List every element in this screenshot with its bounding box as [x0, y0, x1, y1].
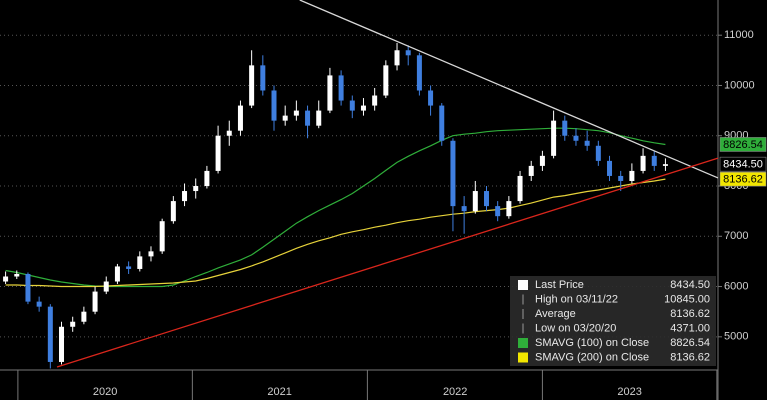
price-tag-label: 8434.50 — [723, 159, 763, 171]
candle-body — [47, 306, 53, 362]
price-tag — [719, 137, 767, 152]
legend-label: SMAVG (200) on Close — [535, 351, 649, 363]
candle-body — [36, 301, 42, 307]
x-tick-label: 2021 — [267, 386, 291, 398]
candle-body — [327, 75, 333, 111]
legend-value: 10845.00 — [664, 293, 710, 305]
candle-body — [483, 191, 489, 207]
plot-area — [0, 34, 718, 369]
candle-body — [14, 273, 20, 277]
candle-body — [461, 206, 467, 212]
candle-body — [170, 201, 176, 222]
candle-body — [584, 140, 590, 146]
candle-body — [260, 65, 266, 91]
candle-body — [618, 175, 624, 181]
candle-body — [629, 170, 635, 181]
legend-label: High on 03/11/22 — [535, 293, 618, 305]
candle-body — [495, 206, 501, 217]
legend-value: 8434.50 — [670, 279, 710, 291]
candle-body — [416, 55, 422, 91]
candle-body — [193, 186, 199, 192]
legend-swatch — [518, 280, 528, 290]
candle-body — [316, 110, 322, 126]
legend-value: 8136.62 — [670, 308, 710, 320]
candle-body — [405, 50, 411, 56]
candle-body — [607, 160, 613, 176]
candle-body — [428, 90, 434, 106]
candle-body — [271, 90, 277, 121]
legend-swatch — [518, 352, 528, 363]
candle-body — [59, 326, 65, 362]
candle-body — [237, 105, 243, 131]
price-tag-label: 8136.62 — [723, 174, 763, 186]
candle-body — [573, 135, 579, 141]
candle-body — [282, 115, 288, 121]
candle-body — [226, 130, 232, 136]
candle-body — [528, 165, 534, 176]
y-tick-label: 11000 — [724, 29, 754, 41]
candle-body — [137, 256, 143, 269]
candle-body — [640, 155, 646, 171]
candle-body — [159, 221, 165, 252]
candle-body — [394, 50, 400, 66]
candle-body — [372, 95, 378, 106]
y-tick-label: 7000 — [724, 230, 748, 242]
legend-value: 8826.54 — [670, 337, 710, 349]
candle-body — [517, 175, 523, 202]
x-tick-label: 2023 — [617, 386, 641, 398]
moving-average — [5, 178, 666, 288]
candle-body — [3, 276, 9, 282]
candle-body — [305, 110, 311, 126]
price-tag — [719, 171, 767, 187]
price-tag-label: 8826.54 — [723, 139, 763, 151]
candle-body — [293, 110, 299, 116]
trendline — [299, 0, 719, 179]
y-tick-label: 6000 — [724, 280, 748, 292]
candle-body — [439, 105, 445, 141]
candle-body — [126, 266, 132, 269]
legend-value: 4371.00 — [670, 322, 710, 334]
y-tick-label: 10000 — [724, 79, 755, 91]
x-tick-label: 2020 — [93, 386, 117, 398]
candle-body — [249, 65, 255, 106]
legend-label: Low on 03/20/20 — [535, 322, 616, 334]
legend-value: 8136.62 — [670, 351, 710, 363]
candle-body — [204, 170, 210, 187]
candle-body — [25, 273, 31, 302]
legend: Last Price 8434.50 High on 03/11/22 10845.0… — [510, 276, 716, 366]
candle-body — [472, 191, 478, 212]
legend-box — [510, 276, 716, 366]
candle-body — [383, 65, 389, 96]
x-tick-label: 2022 — [443, 386, 467, 398]
candle-body — [215, 135, 221, 171]
candle-body — [450, 140, 456, 207]
candle-body — [148, 251, 154, 257]
candle-body — [360, 105, 366, 111]
candle-body — [551, 120, 557, 156]
legend-swatch — [518, 338, 528, 348]
price-tag — [719, 156, 767, 172]
candle-body — [70, 321, 76, 327]
candle-body — [114, 266, 120, 282]
candle-body — [539, 155, 545, 166]
legend-label: Last Price — [535, 279, 584, 291]
trendline — [56, 157, 719, 368]
candle-body — [562, 120, 568, 136]
legend-label: SMAVG (100) on Close — [535, 337, 649, 349]
candle-body — [182, 191, 188, 202]
candle-body — [92, 291, 98, 312]
candle-body — [349, 100, 355, 111]
candle-body — [103, 281, 109, 292]
candle-body — [651, 155, 657, 166]
candle-body — [338, 75, 344, 101]
candle-body — [662, 164, 668, 166]
y-tick-label: 5000 — [724, 331, 748, 343]
candle-body — [595, 145, 601, 161]
candle-body — [506, 201, 512, 217]
candle-body — [81, 311, 87, 322]
legend-label: Average — [535, 308, 576, 320]
